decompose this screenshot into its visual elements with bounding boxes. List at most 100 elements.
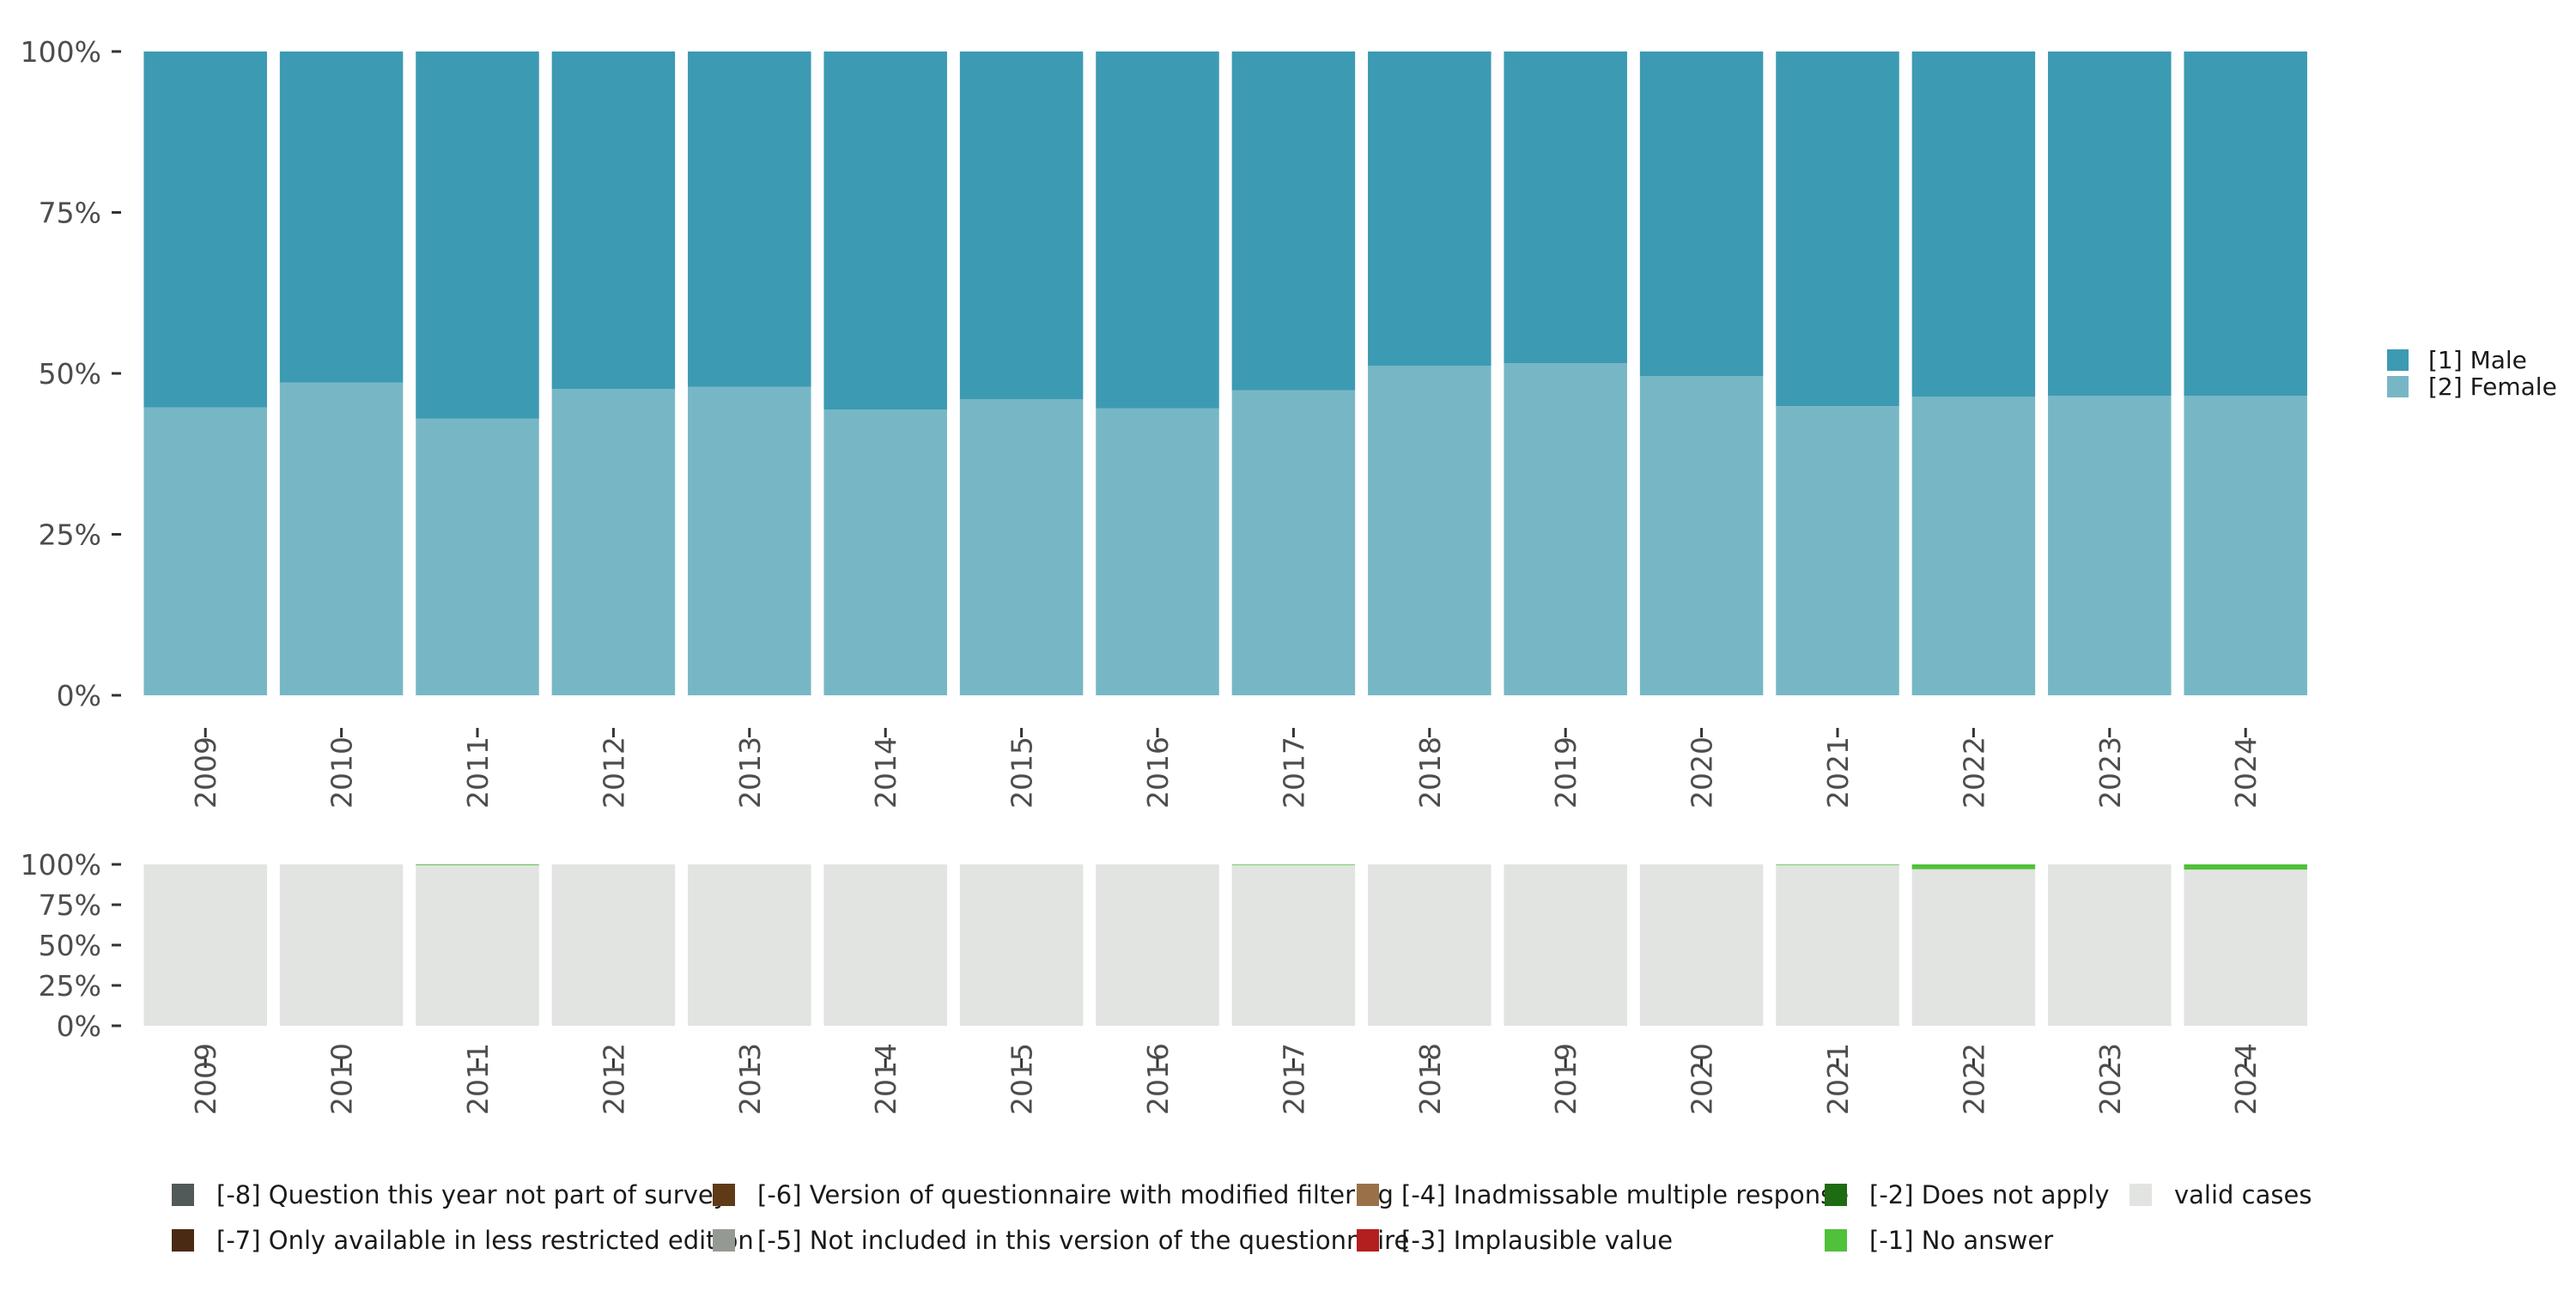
legend-label-3-implausible-value: [-3] Implausible value [1401,1226,1673,1255]
x-tick-label: 2010 [325,736,359,809]
bar-valid-cases-2019 [1504,864,1627,1026]
legend-swatch-1-no-answer [1825,1229,1847,1252]
x-tick-label: 2011 [461,736,495,809]
bar-2-female-2009 [143,407,267,695]
missing-values-legend: [-8] Question this year not part of surv… [172,1180,2312,1255]
bar-1-male-2013 [688,52,811,387]
x-tick-label: 2015 [1005,1043,1039,1115]
missing-values-chart-panel: 0% 25% 50% 75% 100% 2009 2010 2011 2012 2013 2014 2… [21,848,2307,1115]
x-tick-label: 2023 [2093,1043,2127,1115]
bar-valid-cases-2014 [823,864,947,1026]
x-tick-label: 2017 [1277,1043,1310,1115]
legend-label-1-no-answer: [-1] No answer [1869,1226,2053,1255]
bar-1-male-2022 [1911,52,2036,397]
legend-label-4-inadmissable-multiple-response: [-4] Inadmissable multiple response [1401,1180,1849,1209]
x-tick-label: 2021 [1821,736,1855,809]
bar-2-female-2013 [688,386,811,695]
bar-1-male-2017 [1231,52,1356,391]
x-tick-label: 2022 [1957,736,1990,809]
x-tick-label: 2021 [1821,1043,1855,1115]
x-tick-label: 2024 [2229,736,2263,809]
bar-2-female-2022 [1911,397,2036,695]
bar-valid-cases-2010 [279,864,404,1026]
bar-1-male-2023 [2048,52,2172,397]
bar-valid-cases-2015 [959,864,1084,1026]
bar-1-no-answer-2024 [2184,864,2307,870]
bar-valid-cases-2020 [1639,864,1764,1026]
bar-1-male-2014 [823,52,947,409]
bar-2-female-2024 [2184,396,2307,695]
x-tick-label: 2012 [597,1043,630,1115]
legend-swatch-valid-cases [2129,1184,2152,1206]
y-tick-label: 50% [39,357,101,391]
y-tick-label: 75% [39,197,101,230]
legend-label-8-question-this-year-not-part-of-survey: [-8] Question this year not part of surv… [216,1180,728,1209]
bar-valid-cases-2024 [2184,870,2307,1026]
legend-label-5-not-included-in-this-version-of-the-questionnaire: [-5] Not included in this version of the… [757,1226,1409,1255]
bar-1-male-2024 [2184,52,2307,397]
y-tick-label: 100% [21,848,101,882]
x-tick-label: 2020 [1686,1043,1719,1115]
x-tick-label: 2012 [597,736,630,809]
bar-1-male-2018 [1368,52,1492,366]
x-tick-label: 2011 [461,1043,495,1115]
legend-swatch-8-question-this-year-not-part-of-survey [172,1184,194,1206]
bar-valid-cases-2016 [1096,864,1219,1026]
bar-2-female-2021 [1776,406,1899,695]
bar-1-male-2010 [279,52,404,383]
x-tick-label: 2013 [733,1043,767,1115]
x-tick-label: 2009 [189,1043,222,1115]
x-tick-label: 2014 [869,736,902,809]
y-tick-label: 100% [21,35,101,69]
bar-1-no-answer-2017 [1231,864,1356,865]
x-tick-label: 2015 [1005,736,1039,809]
sex-legend: [1] Male[2] Female [2387,346,2557,401]
bar-valid-cases-2017 [1231,864,1356,1026]
x-tick-label: 2022 [1957,1043,1990,1115]
x-tick-label: 2014 [869,1043,902,1115]
legend-label-2-female: [2] Female [2428,373,2557,401]
bar-2-female-2016 [1096,408,1219,695]
legend-swatch-3-implausible-value [1357,1229,1379,1252]
bar-1-no-answer-2022 [1911,864,2036,870]
bar-valid-cases-2021 [1776,864,1899,1026]
x-tick-label: 2016 [1141,736,1175,809]
bar-1-male-2015 [959,52,1084,399]
y-tick-label: 25% [39,518,101,552]
bar-valid-cases-2009 [143,864,267,1026]
x-tick-label: 2016 [1141,1043,1175,1115]
bar-valid-cases-2022 [1911,869,2036,1026]
y-tick-label: 50% [39,929,101,962]
legend-swatch-5-not-included-in-this-version-of-the-questionnaire [713,1229,735,1252]
y-tick-label: 25% [39,969,101,1003]
bar-2-female-2015 [959,399,1084,695]
x-tick-label: 2019 [1549,1043,1583,1115]
bar-2-female-2020 [1639,376,1764,695]
legend-label-6-version-of-questionnaire-with-modified-filtering: [-6] Version of questionnaire with modif… [757,1180,1394,1209]
y-tick-label: 0% [57,679,101,712]
bar-valid-cases-2018 [1368,864,1492,1026]
x-tick-label: 2020 [1686,736,1719,809]
bar-2-female-2018 [1368,366,1492,695]
bar-2-female-2019 [1504,363,1627,695]
bar-1-male-2020 [1639,52,1764,376]
bar-2-female-2011 [416,418,539,695]
x-tick-label: 2023 [2093,736,2127,809]
x-tick-label: 2017 [1277,736,1310,809]
y-tick-label: 75% [39,888,101,922]
bar-1-male-2012 [551,52,676,389]
legend-swatch-2-female [2387,376,2409,397]
bar-2-female-2012 [551,389,676,695]
bar-1-male-2009 [143,52,267,408]
main-chart-panel: 0% 25% 50% 75% 100% 2009 2010 2011 2012 2013 2014 2… [21,35,2307,809]
legend-swatch-1-male [2387,349,2409,371]
x-tick-label: 2013 [733,736,767,809]
bar-1-no-answer-2021 [1776,864,1899,865]
legend-swatch-6-version-of-questionnaire-with-modified-filtering [713,1184,735,1206]
bar-1-no-answer-2011 [416,864,539,865]
x-tick-label: 2019 [1549,736,1583,809]
x-tick-label: 2009 [189,736,222,809]
x-tick-label: 2010 [325,1043,359,1115]
